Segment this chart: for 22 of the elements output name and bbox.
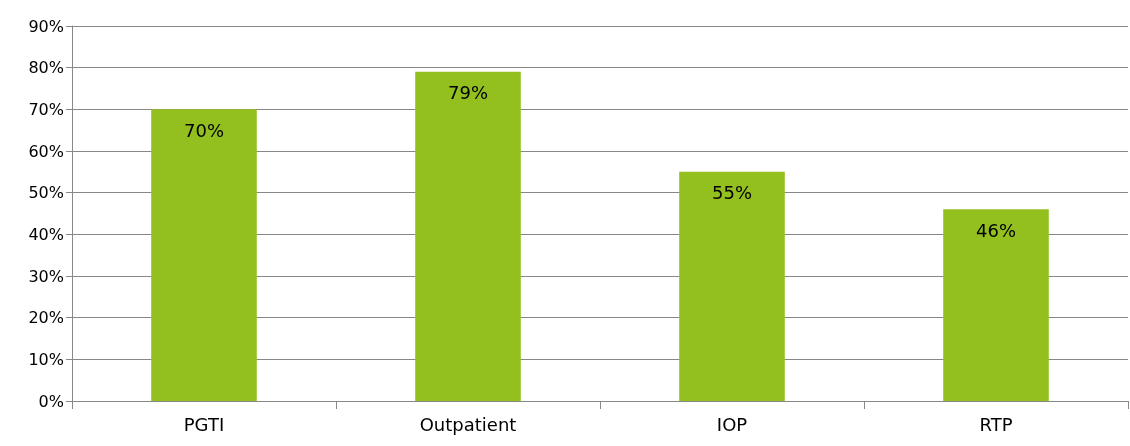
data-label: 70% <box>183 119 225 141</box>
y-tick-label: 0% <box>38 391 64 411</box>
y-tick-label: 30% <box>28 266 64 286</box>
y-tick-label: 10% <box>28 349 64 369</box>
x-tick-label: PGTI <box>183 413 225 435</box>
data-label: 79% <box>447 82 489 104</box>
y-tick-label: 60% <box>28 141 64 161</box>
x-tick-label: Outpatient <box>419 413 517 435</box>
y-tick-label: 40% <box>28 224 64 244</box>
bar <box>943 209 1049 401</box>
data-label: 46% <box>975 219 1017 241</box>
y-tick-label: 50% <box>28 183 64 203</box>
y-tick-label: 90% <box>28 16 64 36</box>
bar <box>151 109 257 401</box>
data-label: 55% <box>711 182 753 204</box>
bar <box>415 71 521 401</box>
y-tick-label: 80% <box>28 58 64 78</box>
bar <box>679 171 785 401</box>
y-tick-label: 20% <box>28 308 64 328</box>
x-tick-label: RTP <box>979 413 1013 435</box>
x-tick-label: IOP <box>716 413 748 435</box>
y-tick-label: 70% <box>28 99 64 119</box>
